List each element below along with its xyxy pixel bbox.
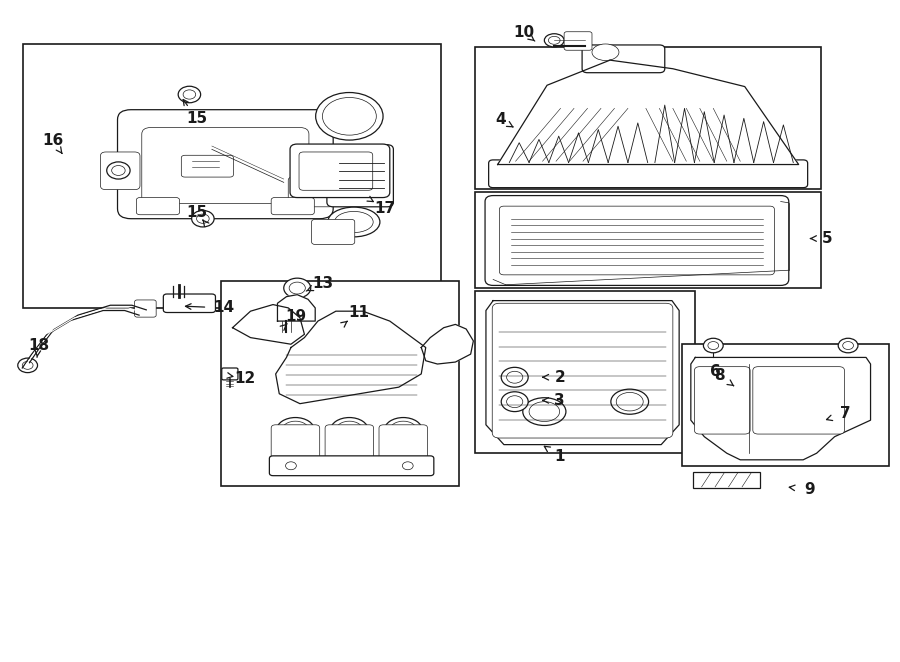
Bar (23, 44, 441, 308)
Ellipse shape (592, 44, 619, 60)
Ellipse shape (704, 338, 724, 353)
Ellipse shape (501, 367, 528, 387)
FancyBboxPatch shape (221, 368, 238, 380)
Ellipse shape (523, 398, 566, 426)
Text: 1: 1 (554, 449, 565, 464)
FancyBboxPatch shape (135, 300, 157, 317)
FancyBboxPatch shape (299, 152, 373, 190)
Ellipse shape (285, 462, 296, 470)
FancyBboxPatch shape (485, 195, 788, 285)
FancyBboxPatch shape (269, 456, 434, 476)
Ellipse shape (18, 358, 38, 373)
Text: 7: 7 (840, 406, 850, 421)
Polygon shape (421, 324, 473, 364)
FancyBboxPatch shape (695, 367, 750, 434)
Ellipse shape (192, 211, 214, 227)
Text: 19: 19 (285, 309, 306, 324)
Ellipse shape (330, 418, 368, 443)
Text: 17: 17 (374, 201, 396, 216)
FancyBboxPatch shape (492, 303, 673, 438)
FancyBboxPatch shape (118, 110, 333, 218)
Ellipse shape (507, 371, 523, 383)
Bar (475, 192, 821, 288)
Text: 9: 9 (804, 482, 814, 497)
Polygon shape (691, 357, 870, 460)
Ellipse shape (196, 214, 209, 223)
Ellipse shape (316, 93, 383, 140)
Ellipse shape (336, 421, 363, 439)
Text: 14: 14 (213, 301, 234, 315)
Text: 13: 13 (311, 276, 333, 291)
FancyBboxPatch shape (752, 367, 844, 434)
Ellipse shape (507, 396, 523, 408)
Polygon shape (486, 301, 680, 445)
Text: 3: 3 (554, 393, 565, 408)
FancyBboxPatch shape (101, 152, 140, 189)
Ellipse shape (544, 34, 564, 47)
Ellipse shape (529, 402, 560, 422)
FancyBboxPatch shape (290, 144, 390, 197)
FancyBboxPatch shape (325, 425, 374, 465)
Bar (682, 344, 888, 467)
Text: 11: 11 (347, 305, 369, 320)
FancyBboxPatch shape (142, 128, 309, 203)
Ellipse shape (107, 162, 130, 179)
Ellipse shape (183, 90, 195, 99)
Ellipse shape (616, 393, 643, 411)
Ellipse shape (289, 282, 305, 294)
Ellipse shape (284, 278, 310, 298)
FancyBboxPatch shape (500, 206, 774, 275)
FancyBboxPatch shape (137, 197, 179, 214)
Ellipse shape (842, 342, 853, 350)
Text: 5: 5 (822, 231, 832, 246)
FancyBboxPatch shape (582, 45, 665, 73)
FancyBboxPatch shape (327, 145, 393, 207)
Text: 6: 6 (710, 365, 721, 379)
FancyBboxPatch shape (288, 177, 333, 207)
Ellipse shape (322, 97, 376, 135)
Ellipse shape (335, 211, 374, 232)
FancyBboxPatch shape (271, 425, 320, 465)
Bar (475, 47, 821, 189)
Text: 16: 16 (42, 133, 63, 148)
Text: 15: 15 (186, 205, 207, 220)
FancyBboxPatch shape (271, 197, 314, 214)
Bar (693, 472, 760, 489)
Ellipse shape (282, 421, 309, 439)
FancyBboxPatch shape (489, 160, 807, 187)
Ellipse shape (178, 86, 201, 103)
Text: 18: 18 (28, 338, 49, 353)
Text: 4: 4 (495, 112, 506, 127)
Ellipse shape (390, 421, 417, 439)
Text: 12: 12 (235, 371, 256, 386)
Text: 15: 15 (186, 111, 207, 126)
Text: 8: 8 (715, 369, 724, 383)
Bar (475, 291, 696, 453)
Polygon shape (277, 295, 315, 321)
Ellipse shape (708, 342, 719, 350)
Text: 2: 2 (554, 370, 565, 385)
Ellipse shape (402, 462, 413, 470)
Polygon shape (275, 311, 426, 404)
Ellipse shape (384, 418, 422, 443)
Ellipse shape (22, 361, 33, 369)
FancyBboxPatch shape (311, 219, 355, 244)
Ellipse shape (548, 36, 560, 44)
FancyBboxPatch shape (564, 32, 592, 50)
Ellipse shape (501, 392, 528, 412)
Ellipse shape (611, 389, 649, 414)
FancyBboxPatch shape (181, 156, 233, 177)
Ellipse shape (838, 338, 858, 353)
FancyBboxPatch shape (163, 294, 215, 312)
FancyBboxPatch shape (379, 425, 428, 465)
Polygon shape (232, 305, 304, 344)
Bar (220, 281, 459, 487)
Polygon shape (498, 60, 798, 165)
Ellipse shape (328, 207, 380, 237)
Text: 10: 10 (513, 25, 535, 40)
Ellipse shape (112, 166, 125, 175)
Ellipse shape (276, 418, 314, 443)
